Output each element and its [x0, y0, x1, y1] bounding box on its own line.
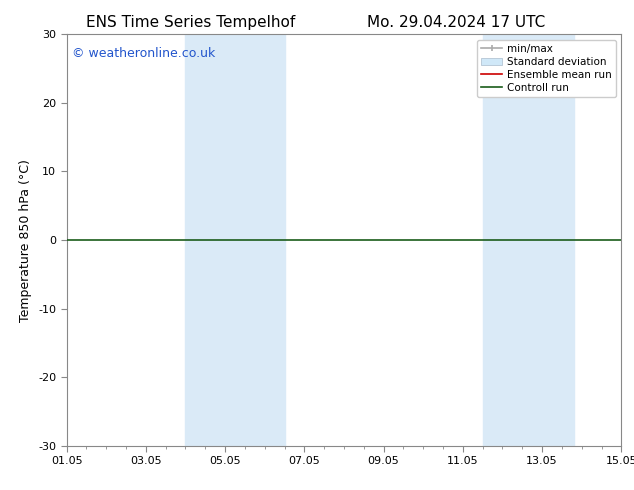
Text: ENS Time Series Tempelhof: ENS Time Series Tempelhof — [86, 15, 295, 30]
Bar — [522, 34, 574, 446]
Bar — [225, 34, 285, 446]
Bar — [482, 34, 522, 446]
Text: © weatheronline.co.uk: © weatheronline.co.uk — [72, 47, 216, 60]
Bar — [185, 34, 225, 446]
Y-axis label: Temperature 850 hPa (°C): Temperature 850 hPa (°C) — [20, 159, 32, 321]
Legend: min/max, Standard deviation, Ensemble mean run, Controll run: min/max, Standard deviation, Ensemble me… — [477, 40, 616, 97]
Text: Mo. 29.04.2024 17 UTC: Mo. 29.04.2024 17 UTC — [367, 15, 546, 30]
